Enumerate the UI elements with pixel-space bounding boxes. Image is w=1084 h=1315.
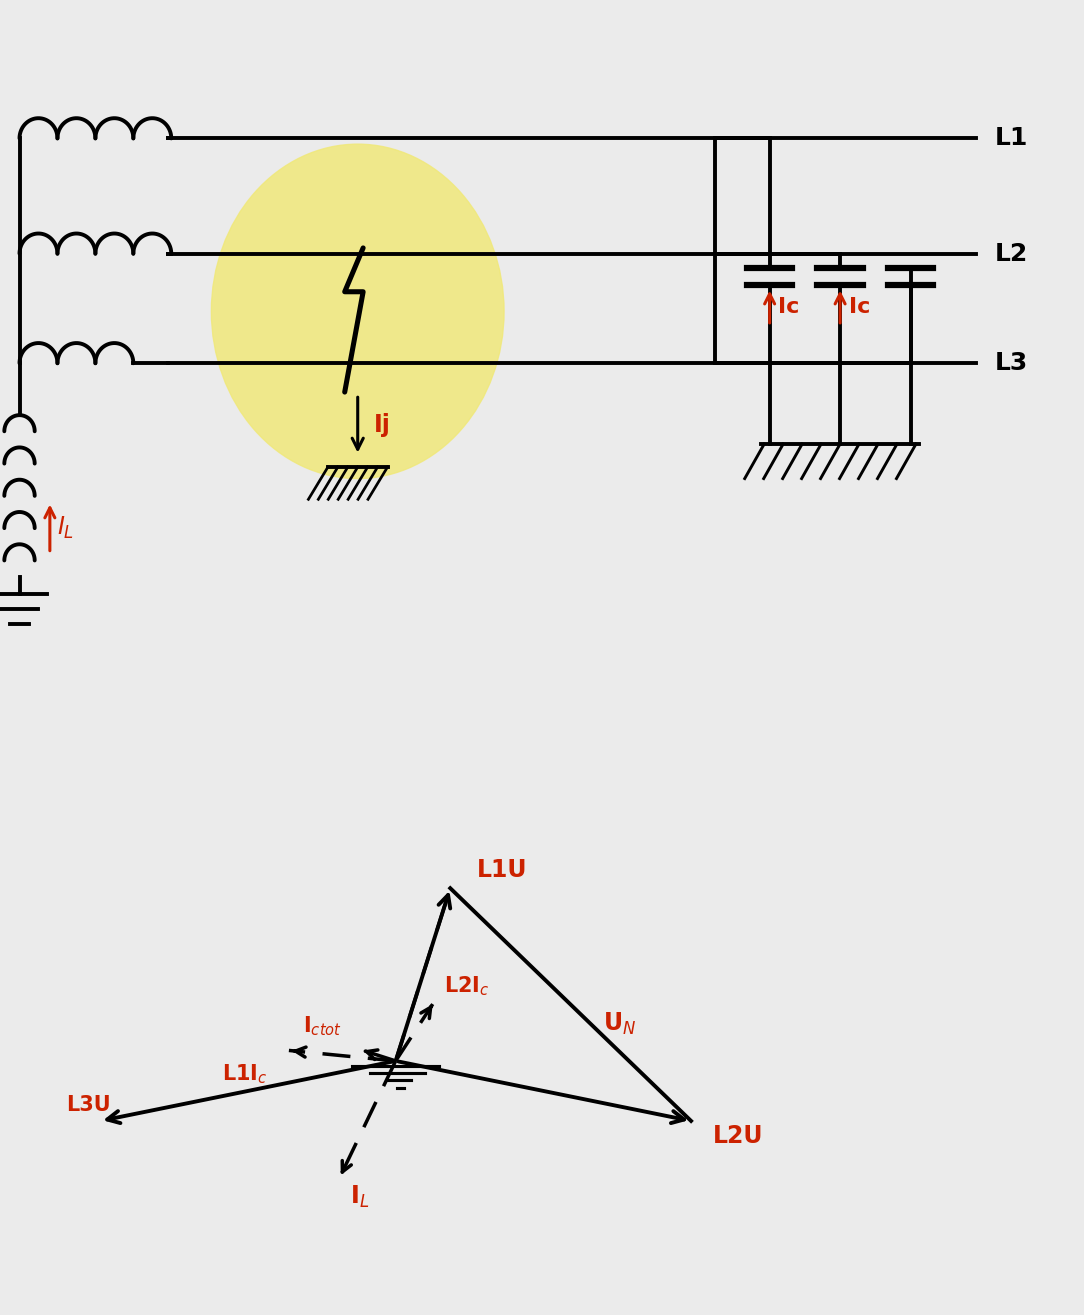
Text: L3: L3 — [995, 351, 1029, 375]
Text: Ic: Ic — [778, 297, 800, 317]
Text: L2U: L2U — [713, 1124, 763, 1148]
Text: U$_N$: U$_N$ — [603, 1011, 636, 1036]
Text: L2: L2 — [995, 242, 1029, 266]
Text: $I_L$: $I_L$ — [57, 514, 75, 540]
Text: L1: L1 — [995, 126, 1029, 150]
Ellipse shape — [211, 145, 504, 479]
Text: Ij: Ij — [374, 413, 391, 437]
Text: L1U: L1U — [477, 859, 528, 882]
Text: Ic: Ic — [849, 297, 870, 317]
Text: L3U: L3U — [66, 1095, 111, 1115]
Text: I$_{ctot}$: I$_{ctot}$ — [302, 1015, 341, 1039]
Text: L2I$_c$: L2I$_c$ — [443, 974, 489, 998]
Text: I$_L$: I$_L$ — [350, 1184, 370, 1210]
Text: L1I$_c$: L1I$_c$ — [221, 1063, 268, 1086]
